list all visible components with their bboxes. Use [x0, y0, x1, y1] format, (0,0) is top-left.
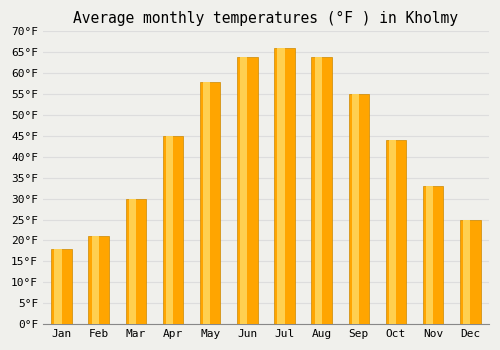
Bar	[237, 57, 258, 324]
Bar	[126, 199, 146, 324]
Bar	[92, 236, 98, 324]
Bar	[166, 136, 173, 324]
Bar	[240, 57, 248, 324]
Bar	[128, 199, 136, 324]
Bar	[386, 140, 406, 324]
Bar	[163, 136, 184, 324]
Bar	[312, 57, 332, 324]
Bar	[54, 249, 62, 324]
Bar	[426, 186, 433, 324]
Bar	[423, 186, 444, 324]
Title: Average monthly temperatures (°F ) in Kholmy: Average monthly temperatures (°F ) in Kh…	[74, 11, 458, 26]
Bar	[460, 219, 480, 324]
Bar	[52, 249, 72, 324]
Bar	[463, 219, 470, 324]
Bar	[200, 82, 220, 324]
Bar	[278, 48, 284, 324]
Bar	[203, 82, 210, 324]
Bar	[274, 48, 294, 324]
Bar	[348, 94, 369, 324]
Bar	[88, 236, 109, 324]
Bar	[389, 140, 396, 324]
Bar	[352, 94, 359, 324]
Bar	[314, 57, 322, 324]
